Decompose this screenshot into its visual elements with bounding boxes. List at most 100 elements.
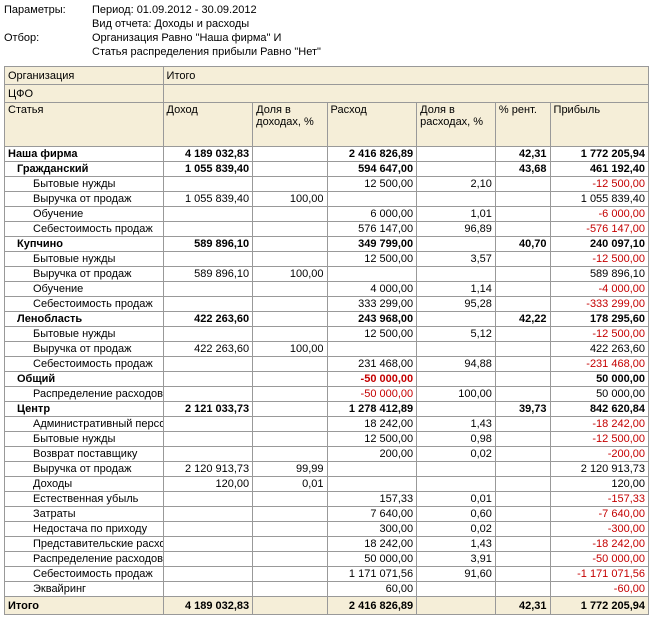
- row-rent: 42,31: [495, 147, 550, 162]
- row-rent: [495, 432, 550, 447]
- row-profit: -576 147,00: [550, 222, 648, 237]
- row-exp-share: [417, 372, 496, 387]
- row-inc-share: [253, 162, 327, 177]
- row-income: 422 263,60: [163, 312, 253, 327]
- row-exp-share: [417, 342, 496, 357]
- param-period: Период: 01.09.2012 - 30.09.2012: [92, 4, 649, 16]
- row-inc-share: [253, 537, 327, 552]
- row-rent: 40,70: [495, 237, 550, 252]
- row-expense: 18 242,00: [327, 537, 417, 552]
- report-table: Организация Итого ЦФО Статья Доход Доля …: [4, 66, 649, 615]
- row-exp-share: [417, 237, 496, 252]
- row-expense: 200,00: [327, 447, 417, 462]
- table-row: Административный персонал18 242,001,43-1…: [5, 417, 649, 432]
- row-name: Ленобласть: [5, 312, 164, 327]
- row-inc-share: 0,01: [253, 477, 327, 492]
- row-rent: [495, 192, 550, 207]
- row-exp-share: [417, 402, 496, 417]
- row-inc-share: [253, 147, 327, 162]
- row-name: Себестоимость продаж: [5, 297, 164, 312]
- row-income: [163, 297, 253, 312]
- table-row: Общий-50 000,0050 000,00: [5, 372, 649, 387]
- row-income: [163, 447, 253, 462]
- table-row: Купчино589 896,10349 799,0040,70240 097,…: [5, 237, 649, 252]
- row-exp-share: 1,14: [417, 282, 496, 297]
- hdr-cfo: ЦФО: [5, 85, 164, 103]
- table-row: Выручка от продаж1 055 839,40100,001 055…: [5, 192, 649, 207]
- row-name: Естественная убыль: [5, 492, 164, 507]
- row-exp-share: 0,98: [417, 432, 496, 447]
- row-name: Эквайринг: [5, 582, 164, 597]
- row-profit: 2 120 913,73: [550, 462, 648, 477]
- row-income: [163, 537, 253, 552]
- hdr-expense: Расход: [327, 103, 417, 147]
- filter-line-2: Статья распределения прибыли Равно "Нет": [92, 46, 649, 58]
- table-row: Наша фирма4 189 032,832 416 826,8942,311…: [5, 147, 649, 162]
- table-row: Представительские расходы18 242,001,43-1…: [5, 537, 649, 552]
- row-profit: -12 500,00: [550, 177, 648, 192]
- row-inc-share: [253, 582, 327, 597]
- table-row: Себестоимость продаж231 468,0094,88-231 …: [5, 357, 649, 372]
- row-income: 589 896,10: [163, 237, 253, 252]
- row-inc-share: [253, 177, 327, 192]
- row-income: 422 263,60: [163, 342, 253, 357]
- row-income: [163, 357, 253, 372]
- row-name: Возврат поставщику: [5, 447, 164, 462]
- row-income: [163, 252, 253, 267]
- row-expense: 231 468,00: [327, 357, 417, 372]
- table-row: Обучение4 000,001,14-4 000,00: [5, 282, 649, 297]
- row-profit: -12 500,00: [550, 327, 648, 342]
- row-profit: -60,00: [550, 582, 648, 597]
- row-profit: -18 242,00: [550, 417, 648, 432]
- table-row: Ленобласть422 263,60243 968,0042,22178 2…: [5, 312, 649, 327]
- row-income: [163, 432, 253, 447]
- row-profit: -157,33: [550, 492, 648, 507]
- row-rent: [495, 207, 550, 222]
- table-row: Гражданский1 055 839,40594 647,0043,6846…: [5, 162, 649, 177]
- row-profit: 178 295,60: [550, 312, 648, 327]
- row-name: Себестоимость продаж: [5, 357, 164, 372]
- row-profit: -231 468,00: [550, 357, 648, 372]
- row-exp-share: 96,89: [417, 222, 496, 237]
- table-row: Себестоимость продаж1 171 071,5691,60-1 …: [5, 567, 649, 582]
- row-expense: 12 500,00: [327, 327, 417, 342]
- table-row: Доходы120,000,01120,00: [5, 477, 649, 492]
- row-name: Бытовые нужды: [5, 432, 164, 447]
- row-rent: [495, 567, 550, 582]
- grand-label: Итого: [5, 597, 164, 615]
- table-row: Бытовые нужды12 500,003,57-12 500,00: [5, 252, 649, 267]
- row-profit: -6 000,00: [550, 207, 648, 222]
- row-name: Гражданский: [5, 162, 164, 177]
- row-income: 2 121 033,73: [163, 402, 253, 417]
- row-name: Распределение расходов: [5, 552, 164, 567]
- row-income: 1 055 839,40: [163, 192, 253, 207]
- row-expense: 1 171 071,56: [327, 567, 417, 582]
- row-name: Общий: [5, 372, 164, 387]
- row-expense: 12 500,00: [327, 177, 417, 192]
- row-rent: 39,73: [495, 402, 550, 417]
- row-rent: [495, 372, 550, 387]
- row-exp-share: [417, 192, 496, 207]
- grand-total-row: Итого 4 189 032,83 2 416 826,89 42,31 1 …: [5, 597, 649, 615]
- row-inc-share: [253, 417, 327, 432]
- row-income: 1 055 839,40: [163, 162, 253, 177]
- row-rent: [495, 507, 550, 522]
- row-inc-share: [253, 252, 327, 267]
- row-name: Затраты: [5, 507, 164, 522]
- row-exp-share: 100,00: [417, 387, 496, 402]
- row-exp-share: 5,12: [417, 327, 496, 342]
- row-inc-share: [253, 432, 327, 447]
- hdr-stat: Статья: [5, 103, 164, 147]
- row-income: [163, 222, 253, 237]
- hdr-income: Доход: [163, 103, 253, 147]
- row-rent: [495, 582, 550, 597]
- row-exp-share: 0,60: [417, 507, 496, 522]
- filter-label: Отбор:: [4, 32, 84, 44]
- row-profit: -200,00: [550, 447, 648, 462]
- row-name: Представительские расходы: [5, 537, 164, 552]
- report-body: Наша фирма4 189 032,832 416 826,8942,311…: [5, 147, 649, 597]
- row-expense: 300,00: [327, 522, 417, 537]
- row-expense: 12 500,00: [327, 252, 417, 267]
- row-income: [163, 492, 253, 507]
- filter-line-1: Организация Равно "Наша фирма" И: [92, 32, 649, 44]
